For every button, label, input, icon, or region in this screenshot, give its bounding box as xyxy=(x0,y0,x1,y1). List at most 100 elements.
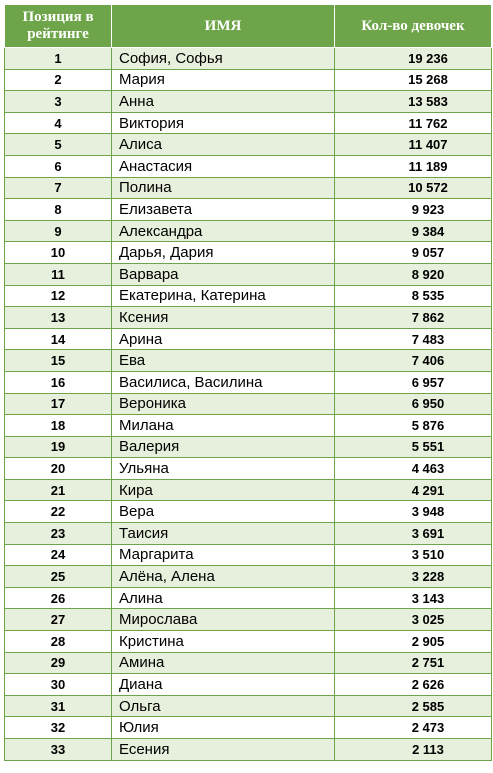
count-cell: 7 862 xyxy=(334,306,492,329)
count-cell: 2 113 xyxy=(334,738,492,761)
name-cell: Амина xyxy=(111,651,335,675)
rank-cell: 12 xyxy=(4,284,112,308)
rank-cell: 15 xyxy=(4,349,112,372)
table-row: 3 Анна 13 583 xyxy=(4,90,492,113)
rank-cell: 23 xyxy=(4,522,112,545)
count-cell: 2 626 xyxy=(334,673,492,696)
name-cell: Кира xyxy=(111,478,335,502)
rank-cell: 20 xyxy=(4,457,112,480)
header-row: Позиция в рейтинге ИМЯ Кол-во девочек xyxy=(4,4,492,48)
table-row: 14 Арина 7 483 xyxy=(4,327,492,351)
table-row: 27 Мирослава 3 025 xyxy=(4,608,492,632)
count-cell: 11 189 xyxy=(334,154,492,178)
count-cell: 8 535 xyxy=(334,284,492,308)
header-rank: Позиция в рейтинге xyxy=(4,4,112,48)
table-row: 12 Екатерина, Катерина 8 535 xyxy=(4,284,492,308)
table-row: 16 Василиса, Василина 6 957 xyxy=(4,370,492,394)
count-cell: 7 406 xyxy=(334,349,492,372)
rank-cell: 26 xyxy=(4,586,112,610)
count-cell: 2 751 xyxy=(334,651,492,675)
rank-cell: 22 xyxy=(4,500,112,524)
name-cell: Вера xyxy=(111,500,335,524)
name-cell: София, Софья xyxy=(111,47,335,70)
table-row: 13 Ксения 7 862 xyxy=(4,306,492,329)
name-cell: Диана xyxy=(111,673,335,696)
rank-cell: 13 xyxy=(4,306,112,329)
name-cell: Таисия xyxy=(111,522,335,545)
count-cell: 7 483 xyxy=(334,327,492,351)
table-row: 18 Милана 5 876 xyxy=(4,414,492,437)
table-row: 10 Дарья, Дария 9 057 xyxy=(4,241,492,264)
rank-cell: 6 xyxy=(4,154,112,178)
table-row: 23 Таисия 3 691 xyxy=(4,522,492,545)
table-row: 8 Елизавета 9 923 xyxy=(4,198,492,221)
name-cell: Дарья, Дария xyxy=(111,241,335,264)
count-cell: 2 585 xyxy=(334,694,492,718)
name-cell: Варвара xyxy=(111,262,335,286)
table-header: Позиция в рейтинге ИМЯ Кол-во девочек xyxy=(4,4,492,48)
count-cell: 5 551 xyxy=(334,435,492,459)
name-cell: Алина xyxy=(111,586,335,610)
count-cell: 13 583 xyxy=(334,90,492,113)
rank-cell: 4 xyxy=(4,111,112,135)
count-cell: 4 463 xyxy=(334,457,492,480)
name-cell: Василиса, Василина xyxy=(111,370,335,394)
rank-cell: 2 xyxy=(4,68,112,92)
table-row: 6 Анастасия 11 189 xyxy=(4,154,492,178)
count-cell: 8 920 xyxy=(334,262,492,286)
table-row: 26 Алина 3 143 xyxy=(4,586,492,610)
name-cell: Маргарита xyxy=(111,543,335,567)
name-cell: Елизавета xyxy=(111,198,335,221)
table-row: 11 Варвара 8 920 xyxy=(4,262,492,286)
name-cell: Юлия xyxy=(111,716,335,739)
table-row: 22 Вера 3 948 xyxy=(4,500,492,524)
count-cell: 9 384 xyxy=(334,219,492,243)
name-cell: Анастасия xyxy=(111,154,335,178)
count-cell: 11 407 xyxy=(334,133,492,156)
count-cell: 11 762 xyxy=(334,111,492,135)
rank-cell: 21 xyxy=(4,478,112,502)
table-row: 33 Есения 2 113 xyxy=(4,738,492,761)
name-cell: Мария xyxy=(111,68,335,92)
name-cell: Анна xyxy=(111,90,335,113)
name-cell: Вероника xyxy=(111,392,335,416)
count-cell: 3 025 xyxy=(334,608,492,632)
table-row: 30 Диана 2 626 xyxy=(4,673,492,696)
header-name: ИМЯ xyxy=(111,4,335,48)
rank-cell: 8 xyxy=(4,198,112,221)
name-cell: Есения xyxy=(111,738,335,761)
name-cell: Александра xyxy=(111,219,335,243)
rank-cell: 17 xyxy=(4,392,112,416)
name-cell: Кристина xyxy=(111,630,335,653)
rank-cell: 7 xyxy=(4,176,112,200)
header-count: Кол-во девочек xyxy=(334,4,492,48)
name-cell: Арина xyxy=(111,327,335,351)
table-body: 1 София, Софья 19 236 2 Мария 15 268 3 Анна 13 5… xyxy=(4,47,492,761)
name-cell: Алёна, Алена xyxy=(111,565,335,588)
rank-cell: 30 xyxy=(4,673,112,696)
table-row: 31 Ольга 2 585 xyxy=(4,694,492,718)
count-cell: 15 268 xyxy=(334,68,492,92)
count-cell: 9 923 xyxy=(334,198,492,221)
count-cell: 2 905 xyxy=(334,630,492,653)
table-row: 21 Кира 4 291 xyxy=(4,478,492,502)
rank-cell: 24 xyxy=(4,543,112,567)
count-cell: 10 572 xyxy=(334,176,492,200)
name-cell: Полина xyxy=(111,176,335,200)
table-row: 1 София, Софья 19 236 xyxy=(4,47,492,70)
name-cell: Валерия xyxy=(111,435,335,459)
name-cell: Мирослава xyxy=(111,608,335,632)
rank-cell: 27 xyxy=(4,608,112,632)
table-row: 9 Александра 9 384 xyxy=(4,219,492,243)
count-cell: 9 057 xyxy=(334,241,492,264)
name-cell: Ева xyxy=(111,349,335,372)
name-cell: Ульяна xyxy=(111,457,335,480)
table-row: 20 Ульяна 4 463 xyxy=(4,457,492,480)
count-cell: 5 876 xyxy=(334,414,492,437)
count-cell: 3 948 xyxy=(334,500,492,524)
table-row: 25 Алёна, Алена 3 228 xyxy=(4,565,492,588)
rank-cell: 5 xyxy=(4,133,112,156)
table-row: 5 Алиса 11 407 xyxy=(4,133,492,156)
name-cell: Милана xyxy=(111,414,335,437)
